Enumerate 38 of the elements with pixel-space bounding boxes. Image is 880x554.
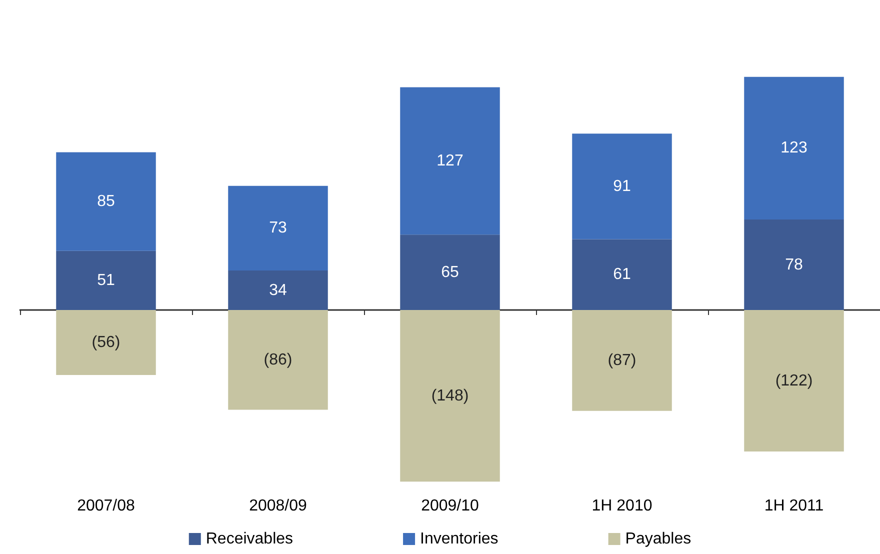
bar — [228, 186, 328, 271]
data-label: (122) — [775, 372, 813, 390]
legend-label: Inventories — [420, 530, 498, 548]
legend-label: Receivables — [206, 530, 294, 548]
bar — [572, 310, 672, 411]
bar — [744, 76, 844, 220]
bar — [228, 310, 328, 410]
data-label: 123 — [780, 140, 808, 157]
x-tick-label: 2009/10 — [421, 498, 480, 514]
bar — [400, 87, 500, 235]
x-tick-label: 1H 2010 — [592, 498, 652, 514]
data-label: 51 — [97, 272, 115, 289]
legend-label: Payables — [625, 530, 692, 548]
data-label: (87) — [608, 352, 636, 369]
data-label: 78 — [785, 256, 803, 274]
bar — [56, 310, 156, 375]
data-label: 73 — [269, 220, 287, 237]
data-label: 91 — [613, 178, 631, 195]
x-tick-label: 2007/08 — [77, 498, 136, 514]
bar — [572, 239, 672, 310]
x-tick-label: 1H 2011 — [764, 498, 824, 514]
data-label: 65 — [441, 264, 459, 281]
bar — [400, 234, 500, 310]
bar — [744, 220, 844, 310]
data-label: (56) — [92, 334, 120, 351]
data-label: 34 — [269, 282, 287, 299]
x-tick-label: 2008/09 — [249, 498, 308, 514]
bar — [228, 270, 328, 310]
data-label: (148) — [431, 387, 469, 404]
bar — [400, 310, 500, 482]
data-label: 85 — [97, 193, 115, 210]
data-label: 127 — [436, 152, 464, 170]
bar — [56, 152, 156, 251]
data-label: 61 — [613, 266, 631, 284]
bar — [744, 310, 844, 452]
bar — [56, 250, 156, 310]
bar — [572, 134, 672, 240]
data-label: (86) — [264, 351, 292, 368]
